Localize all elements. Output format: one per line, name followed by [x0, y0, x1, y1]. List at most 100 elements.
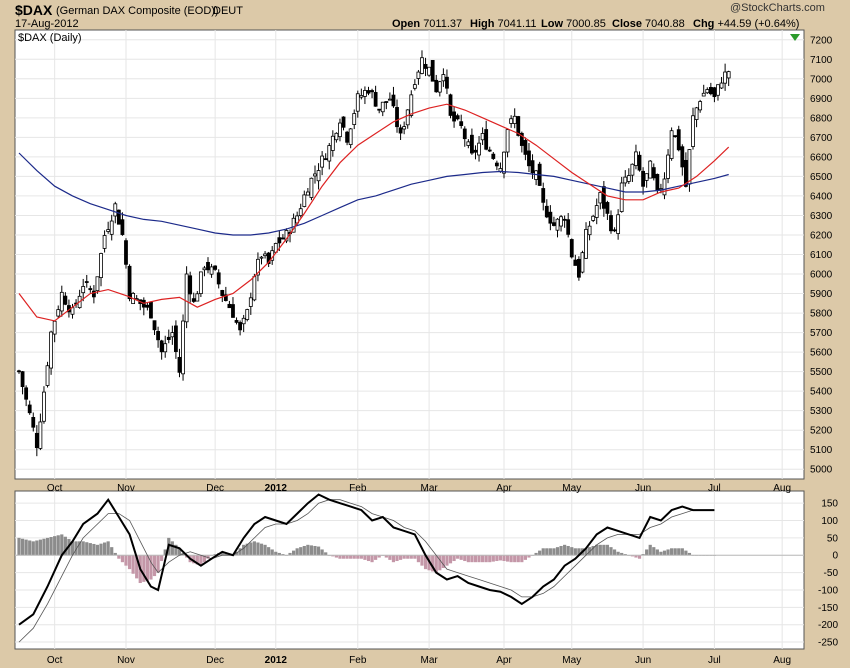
macd-histogram-bar	[249, 542, 253, 556]
candle-body	[452, 111, 456, 122]
candle-body	[280, 237, 285, 240]
macd-histogram-bar	[402, 555, 406, 559]
candle-body	[156, 331, 160, 341]
price-y-tick-label: 6300	[810, 211, 833, 222]
candle-body	[716, 84, 720, 96]
macd-histogram-bar	[256, 542, 260, 556]
macd-histogram-bar	[202, 555, 207, 563]
macd-histogram-bar	[481, 555, 485, 563]
candle-body	[291, 217, 296, 233]
macd-x-tick-label: Feb	[349, 655, 367, 666]
macd-histogram-bar	[563, 544, 567, 556]
macd-histogram-bar	[78, 541, 82, 556]
candle-body	[676, 129, 681, 151]
candle-body	[223, 294, 228, 301]
candle-body	[149, 301, 153, 319]
chg-label: Chg	[693, 18, 715, 30]
macd-histogram-bar	[595, 544, 599, 556]
candle-body	[84, 281, 89, 283]
macd-histogram-bar	[377, 555, 381, 558]
macd-histogram-bar	[612, 549, 617, 556]
macd-histogram-bar	[295, 548, 299, 556]
candle-body	[708, 87, 713, 95]
candle-body	[163, 343, 168, 353]
candle-body	[405, 109, 410, 126]
candle-body	[466, 141, 471, 146]
macd-histogram-bar	[277, 552, 281, 556]
candle-body	[651, 167, 656, 179]
macd-histogram-bar	[316, 546, 321, 556]
macd-histogram-bar	[31, 541, 35, 556]
macd-histogram-bar	[341, 555, 346, 559]
macd-x-tick-label: Nov	[117, 655, 135, 666]
ohlc-high: High 7041.11	[470, 18, 536, 30]
candle-body	[234, 320, 239, 323]
macd-histogram-bar	[552, 548, 556, 556]
candle-body	[455, 115, 460, 120]
candle-body	[56, 309, 61, 317]
price-y-tick-label: 5300	[810, 406, 833, 417]
macd-histogram-bar	[85, 542, 89, 556]
macd-histogram-bar	[431, 555, 435, 572]
macd-x-tick-label: Jul	[708, 655, 721, 666]
candle-body	[541, 188, 546, 203]
macd-signal-line	[18, 499, 715, 643]
candle-body	[698, 101, 703, 111]
price-x-tick-label: 2012	[265, 483, 288, 494]
macd-histogram-bar	[291, 550, 296, 556]
candle-body	[719, 82, 724, 89]
candle-body	[177, 356, 182, 373]
candle-body	[437, 81, 442, 93]
candle-body	[99, 253, 103, 278]
price-y-tick-label: 7200	[810, 35, 833, 46]
macd-histogram-bar	[541, 548, 545, 556]
candle-body	[605, 202, 610, 214]
macd-histogram-bar	[113, 552, 117, 556]
price-y-tick-label: 6200	[810, 230, 833, 241]
candle-body	[334, 132, 339, 141]
candle-body	[566, 219, 571, 235]
macd-histogram-bar	[42, 538, 46, 556]
candle-body	[302, 194, 307, 207]
macd-histogram-bar	[252, 541, 256, 556]
candle-body	[644, 173, 649, 181]
candle-body	[441, 74, 446, 82]
candle-body	[544, 205, 549, 218]
price-x-tick-label: May	[562, 483, 581, 494]
macd-histogram-bar	[349, 555, 353, 559]
macd-histogram-bar	[192, 555, 196, 564]
candle-body	[387, 98, 392, 101]
moving-average-slow-line	[18, 152, 729, 236]
macd-histogram-bar	[423, 555, 428, 570]
candle-body	[480, 133, 485, 141]
macd-histogram-bar	[206, 555, 210, 559]
candle-body	[49, 331, 53, 369]
macd-histogram-bar	[634, 555, 638, 558]
macd-x-tick-label: Dec	[206, 655, 224, 666]
candle-body	[420, 57, 424, 74]
candle-body	[231, 304, 235, 318]
candle-body	[20, 371, 25, 388]
candle-body	[634, 151, 638, 166]
macd-histogram-bar	[238, 548, 242, 556]
candle-body	[662, 178, 667, 196]
candle-body	[305, 191, 310, 196]
candle-body	[591, 215, 596, 221]
macd-histogram-bar	[53, 536, 57, 556]
macd-histogram-bar	[263, 544, 267, 556]
candle-body	[402, 126, 407, 130]
candle-body	[470, 134, 474, 154]
macd-histogram-bar	[267, 547, 271, 556]
symbol-label: $DAX	[15, 2, 53, 18]
macd-histogram-bar	[70, 541, 75, 556]
candle-body	[459, 121, 464, 126]
candle-body	[462, 128, 467, 140]
candle-body	[238, 322, 243, 331]
candle-body	[559, 216, 563, 227]
candle-body	[484, 129, 489, 150]
macd-histogram-bar	[234, 551, 239, 556]
candle-body	[216, 272, 221, 285]
macd-histogram-bar	[302, 545, 306, 556]
candle-body	[170, 332, 175, 338]
